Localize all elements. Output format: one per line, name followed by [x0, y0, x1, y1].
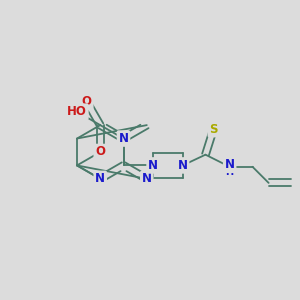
Text: N: N	[95, 172, 105, 185]
Text: N: N	[225, 158, 235, 171]
Text: N: N	[118, 132, 128, 145]
Text: N: N	[178, 159, 188, 172]
Text: N: N	[148, 159, 158, 172]
Text: O: O	[95, 146, 105, 158]
Text: O: O	[82, 95, 92, 108]
Text: HO: HO	[67, 105, 87, 118]
Text: S: S	[209, 123, 218, 136]
Text: H: H	[226, 167, 234, 177]
Text: N: N	[142, 172, 152, 185]
